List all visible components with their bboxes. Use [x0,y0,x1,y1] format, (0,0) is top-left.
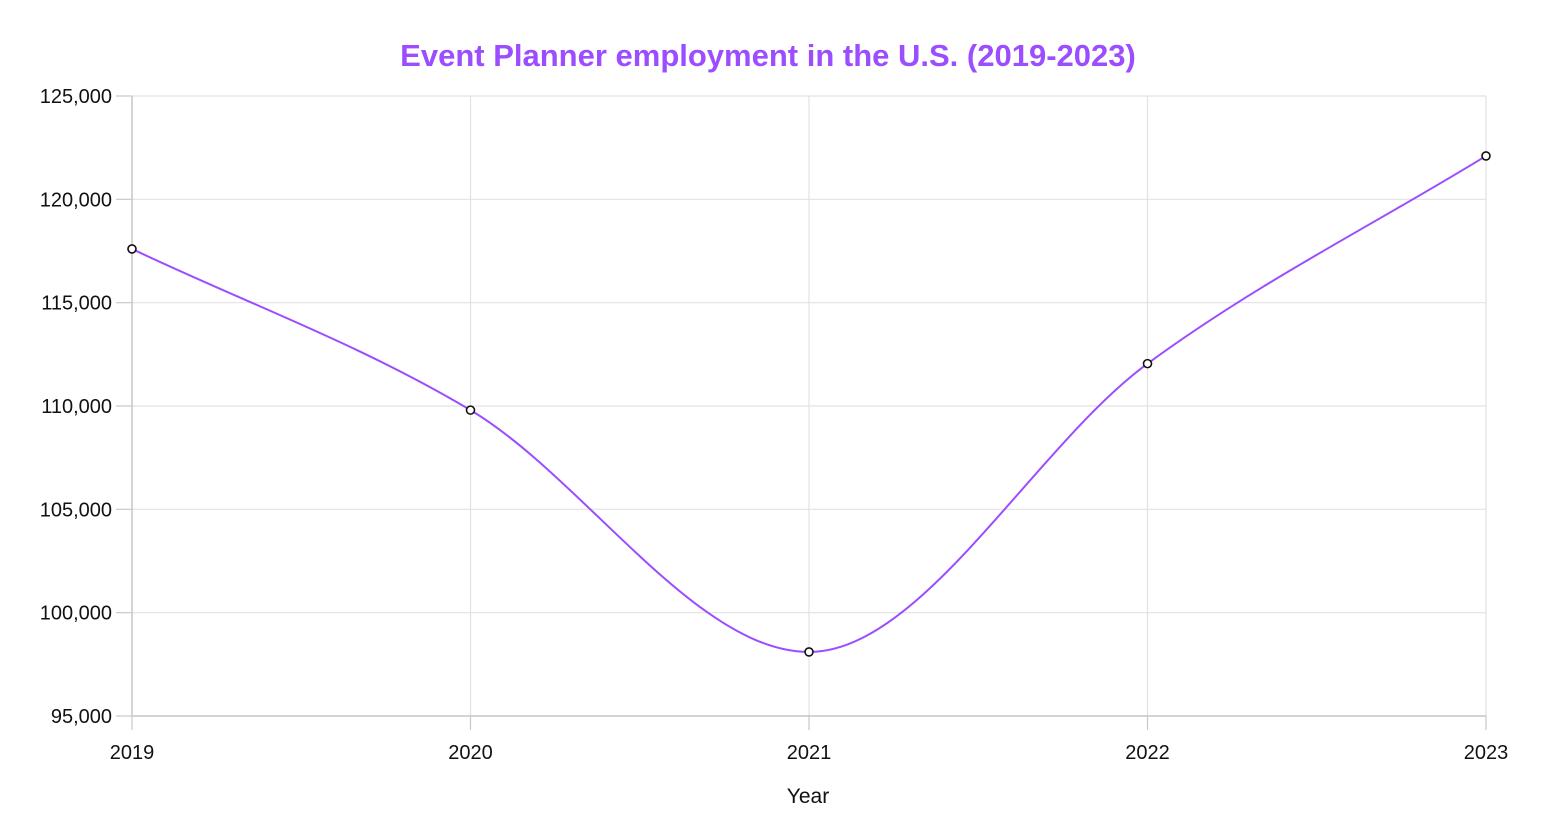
grid [131,95,1487,717]
data-points [127,151,1491,657]
data-point[interactable] [1481,151,1491,161]
x-tick-label: 2019 [110,742,155,764]
chart-title: Event Planner employment in the U.S. (20… [400,38,1136,73]
y-axis-ticks: 95,000 100,000 105,000 110,000 115,000 120,00… [40,86,132,728]
y-tick-label: 125,000 [40,86,112,108]
y-tick-label: 120,000 [40,189,112,211]
x-axis-ticks: 2019 2020 2021 2022 2023 [110,716,1509,764]
data-point[interactable] [465,405,476,415]
y-tick-label: 115,000 [41,293,112,315]
x-tick-label: 2021 [787,742,832,764]
y-tick-label: 95,000 [51,706,112,728]
data-point[interactable] [1142,358,1153,369]
y-tick-label: 100,000 [40,603,112,625]
x-tick-label: 2023 [1464,742,1509,764]
data-point[interactable] [804,647,814,657]
data-point[interactable] [127,244,137,254]
x-tick-label: 2020 [448,742,493,764]
y-tick-label: 110,000 [41,396,112,418]
y-tick-label: 105,000 [40,499,112,521]
x-axis-label: Year [787,785,829,808]
x-tick-label: 2022 [1125,742,1170,764]
